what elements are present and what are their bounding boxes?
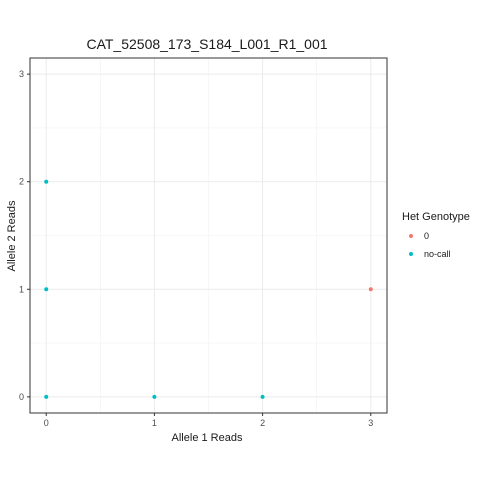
x-tick-label: 0: [44, 418, 49, 428]
grid-lines: [30, 58, 387, 413]
x-tick-label: 3: [368, 418, 373, 428]
y-axis-title: Allele 2 Reads: [6, 200, 18, 271]
legend-label: 0: [424, 231, 429, 241]
legend-key: [409, 252, 413, 256]
data-point: [44, 287, 49, 292]
legend-items: 0 no-call: [409, 231, 451, 259]
data-point: [368, 287, 373, 292]
legend-title: Het Genotype: [402, 211, 470, 223]
y-tick-label: 0: [19, 392, 24, 402]
x-tick-label: 2: [260, 418, 265, 428]
data-points: [44, 179, 373, 399]
data-point: [44, 394, 49, 399]
y-tick-label: 2: [19, 177, 24, 187]
data-point: [152, 394, 157, 399]
chart-title: CAT_52508_173_S184_L001_R1_001: [86, 36, 327, 52]
x-axis-title: Allele 1 Reads: [172, 432, 243, 444]
legend-label: no-call: [424, 249, 451, 259]
x-tick-label: 1: [152, 418, 157, 428]
y-tick-label: 1: [19, 284, 24, 294]
legend: Het Genotype 0 no-call: [402, 211, 470, 259]
axis-ticks: [27, 73, 372, 416]
legend-key: [409, 234, 413, 238]
data-point: [260, 394, 265, 399]
plot-panel-border: [29, 57, 388, 414]
y-tick-label: 3: [19, 69, 24, 79]
data-point: [44, 179, 49, 184]
axis-tick-labels: 0 1 2 3 0 1 2 3: [19, 69, 373, 428]
